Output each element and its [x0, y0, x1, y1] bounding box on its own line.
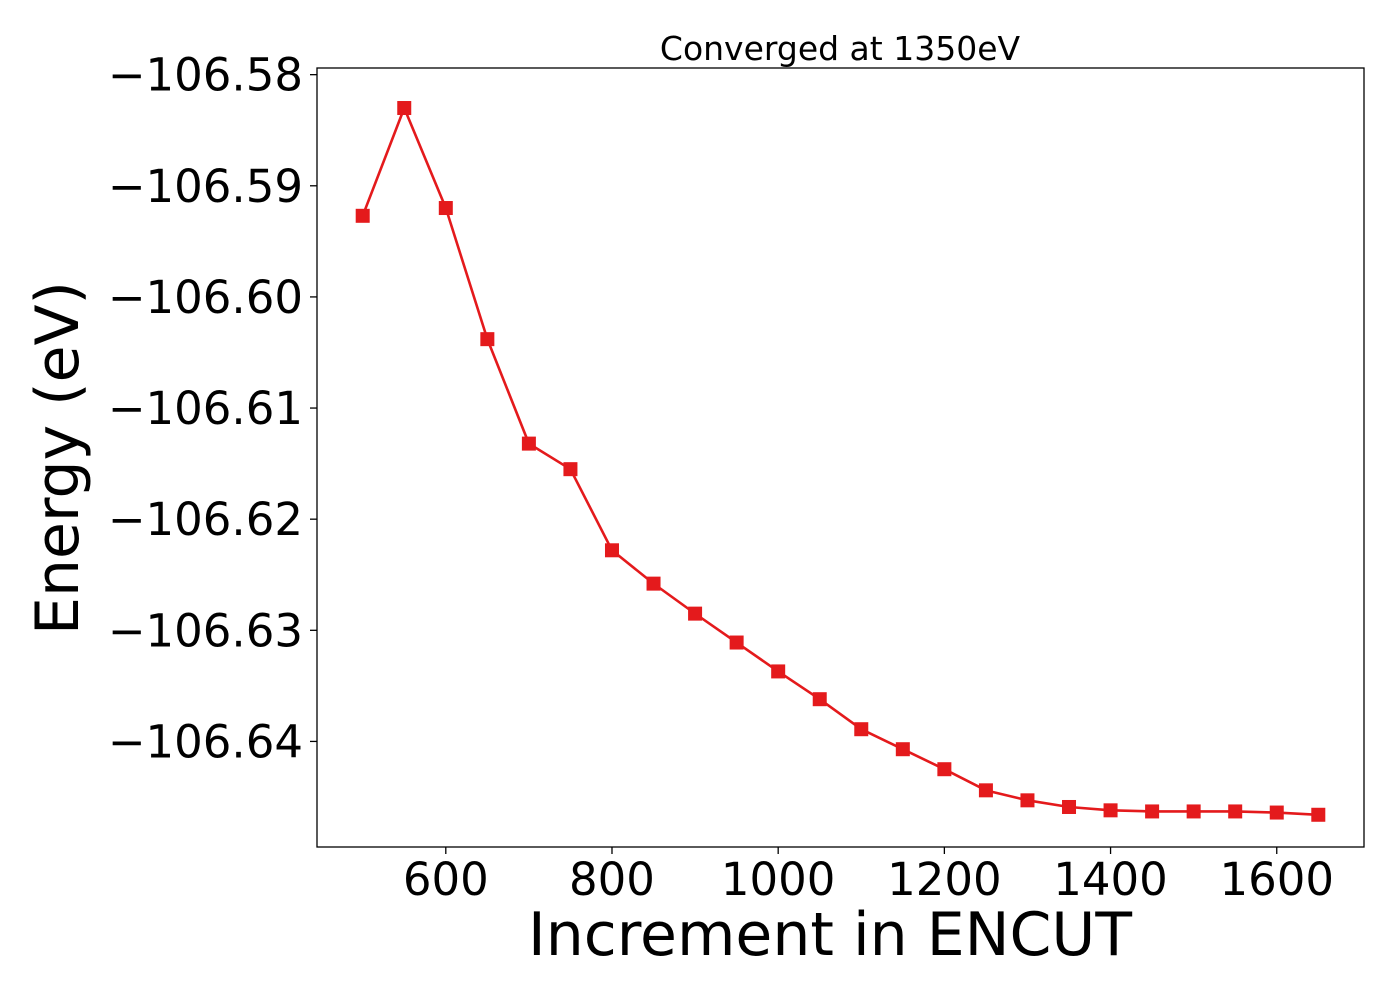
data-point-marker: [895, 742, 910, 757]
y-axis-label: Energy (eV): [23, 281, 93, 635]
data-point-marker: [646, 576, 661, 591]
data-point-marker: [1145, 804, 1160, 819]
x-tick-label: 1200: [887, 853, 1002, 906]
data-point-marker: [521, 436, 536, 451]
data-point-marker: [1020, 793, 1035, 808]
data-point-marker: [1062, 799, 1077, 814]
data-point-marker: [1228, 804, 1243, 819]
data-point-marker: [812, 692, 827, 707]
data-point-marker: [978, 783, 993, 798]
data-point-marker: [563, 462, 578, 477]
x-tick-label: 1000: [721, 853, 836, 906]
y-tick-label: −106.62: [108, 493, 303, 546]
data-point-marker: [1269, 805, 1284, 820]
data-point-marker: [438, 201, 453, 216]
data-point-marker: [854, 722, 869, 737]
y-tick-label: −106.61: [108, 382, 303, 435]
x-tick-label: 1600: [1219, 853, 1334, 906]
x-tick-label: 1400: [1053, 853, 1168, 906]
data-point-marker: [1186, 804, 1201, 819]
data-point-marker: [604, 543, 619, 558]
data-point-marker: [1103, 803, 1118, 818]
x-axis-label: Increment in ENCUT: [528, 900, 1132, 970]
series-line: [361, 106, 1319, 817]
y-tick-label: −106.59: [108, 160, 303, 213]
data-point-marker: [397, 101, 412, 116]
y-tick-label: −106.63: [108, 604, 303, 657]
data-point-marker: [688, 606, 703, 621]
axis-ticks: 600 800 1000 1200 1400 1600 −106.58 −106.59 −106…: [108, 49, 1334, 906]
y-tick-label: −106.60: [108, 271, 303, 324]
data-point-marker: [1311, 807, 1326, 822]
plot-frame: [316, 67, 1365, 848]
data-point-marker: [729, 635, 744, 650]
x-tick-label: 800: [569, 853, 655, 906]
data-point-marker: [937, 762, 952, 777]
data-point-marker: [480, 332, 495, 347]
y-tick-label: −106.58: [108, 49, 303, 102]
data-point-marker: [355, 208, 370, 223]
x-tick-label: 600: [403, 853, 489, 906]
chart-title: Converged at 1350eV: [660, 29, 1021, 68]
y-tick-label: −106.64: [108, 715, 303, 768]
data-point-marker: [771, 664, 786, 679]
data-series: [355, 101, 1326, 822]
